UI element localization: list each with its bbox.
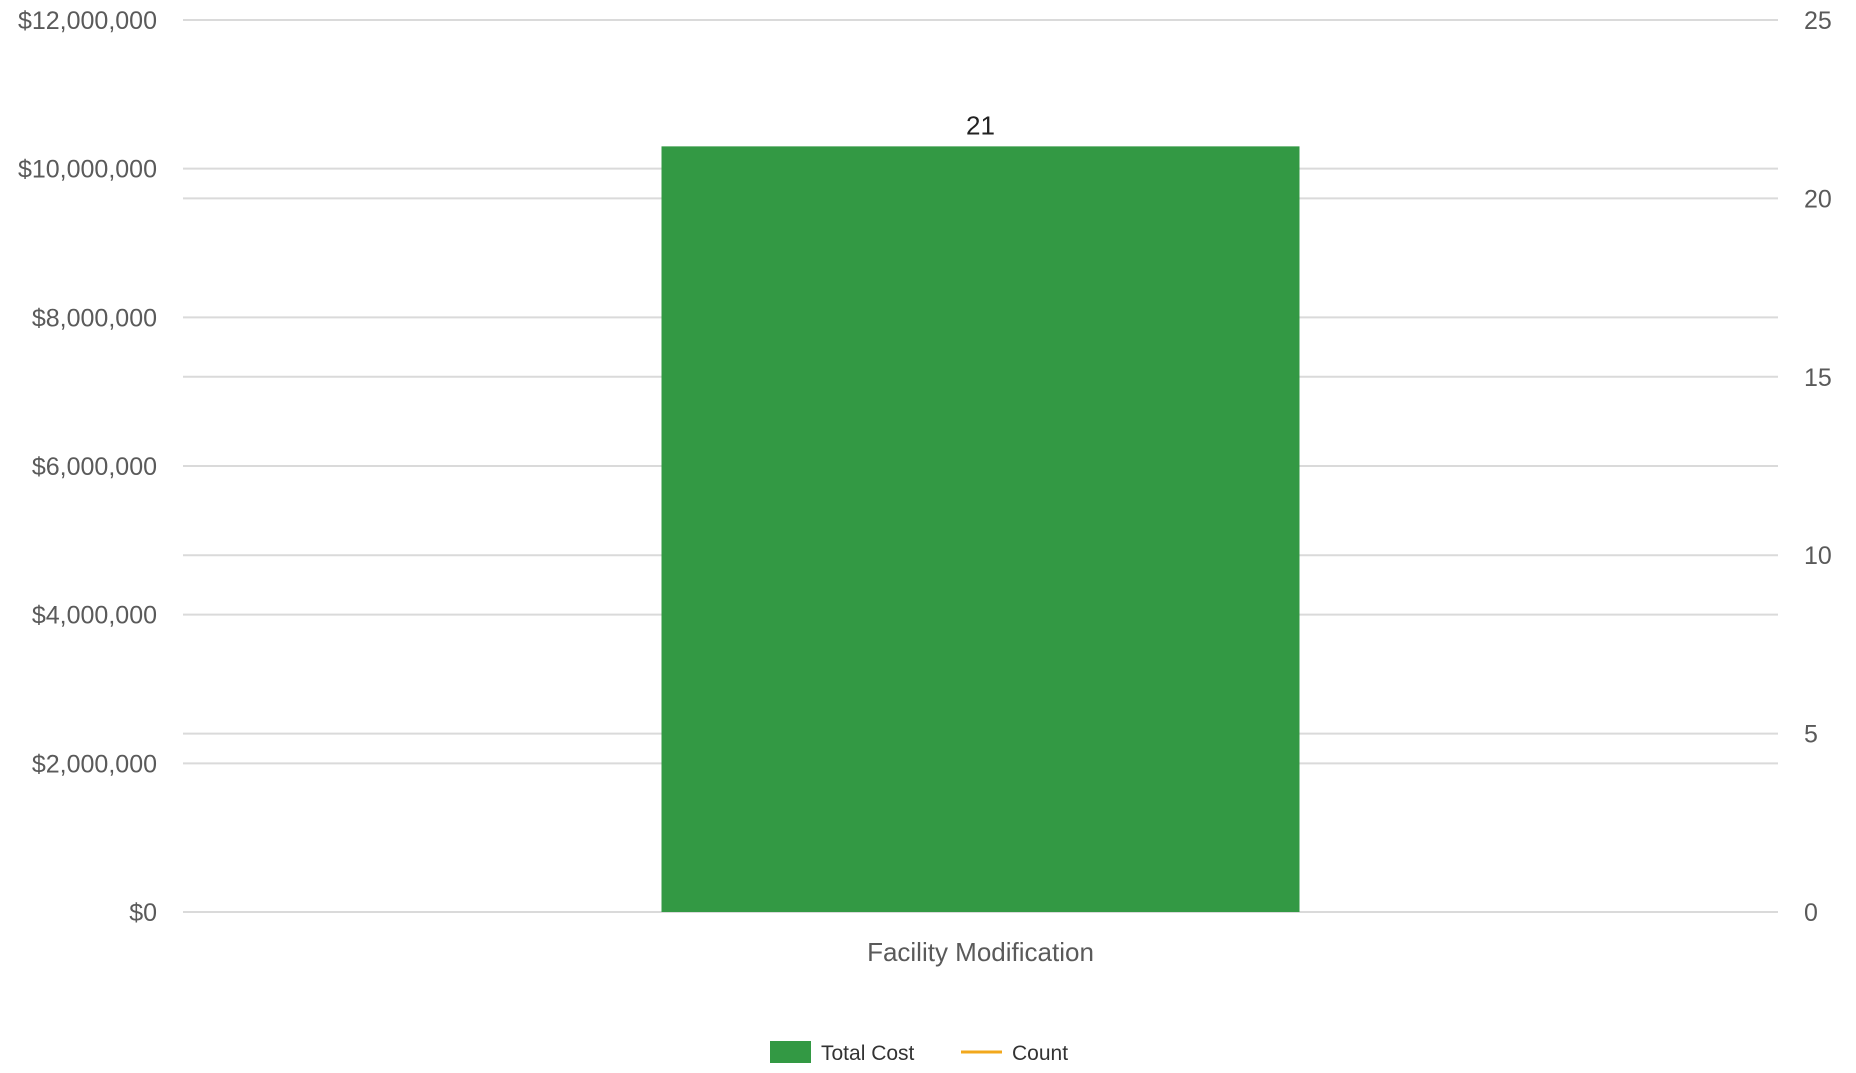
legend-label: Count: [1012, 1042, 1068, 1065]
right-tick-label: 25: [1804, 7, 1832, 35]
bar-series: [661, 146, 1300, 912]
left-tick-label: $6,000,000: [32, 453, 157, 481]
left-y-axis: $0 $2,000,000 $4,000,000 $6,000,000 $8,000,0…: [18, 7, 157, 927]
legend-label: Total Cost: [821, 1042, 915, 1065]
left-tick-label: $10,000,000: [18, 156, 157, 184]
left-tick-label: $12,000,000: [18, 7, 157, 35]
left-tick-label: $0: [129, 899, 157, 927]
right-tick-label: 10: [1804, 542, 1832, 570]
legend-item-count[interactable]: Count: [961, 1042, 1068, 1065]
left-tick-label: $4,000,000: [32, 602, 157, 630]
right-tick-label: 5: [1804, 721, 1818, 749]
right-tick-label: 15: [1804, 364, 1832, 392]
right-y-axis: 0 5 10 15 20 25: [1804, 7, 1832, 927]
category-label: Facility Modification: [867, 937, 1094, 967]
legend-swatch-box: [770, 1041, 811, 1063]
data-labels: 21: [966, 110, 995, 140]
left-tick-label: $8,000,000: [32, 304, 157, 332]
x-axis: Facility Modification: [867, 937, 1094, 967]
left-tick-label: $2,000,000: [32, 750, 157, 778]
right-tick-label: 0: [1804, 899, 1818, 927]
bar-data-label: 21: [966, 110, 995, 140]
legend-item-total-cost[interactable]: Total Cost: [770, 1041, 915, 1065]
right-tick-label: 20: [1804, 185, 1832, 213]
legend: Total Cost Count: [770, 1041, 1068, 1065]
bar-total-cost: [661, 146, 1300, 912]
